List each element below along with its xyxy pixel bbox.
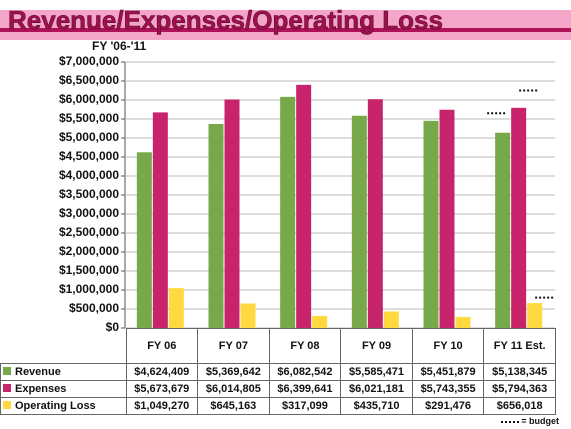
- table-value: $5,369,642: [197, 363, 270, 381]
- y-tick-label: $2,500,000: [59, 225, 119, 239]
- table-value: $435,710: [340, 397, 413, 415]
- y-tick-label: $3,000,000: [59, 206, 119, 220]
- table-row: Operating Loss $1,049,270 $645,163 $317,099…: [0, 397, 556, 415]
- y-tick-label: $1,500,000: [59, 263, 119, 277]
- table-value: $1,049,270: [125, 397, 199, 415]
- y-tick-label: $7,000,000: [59, 54, 119, 68]
- table-value: $6,082,542: [268, 363, 342, 381]
- table-value: $6,014,805: [197, 380, 270, 398]
- table-value: $5,673,679: [125, 380, 199, 398]
- bar: [208, 123, 224, 328]
- y-tick-label: $3,500,000: [59, 187, 119, 201]
- table-header-row: FY 06 FY 07 FY 08 FY 09 FY 10 FY 11 Est.: [0, 328, 556, 364]
- y-tick-label: $6,000,000: [59, 92, 119, 106]
- bar: [351, 115, 367, 328]
- budget-note: = budget: [501, 416, 559, 426]
- bar: [312, 315, 328, 328]
- y-tick-label: $2,000,000: [59, 244, 119, 258]
- y-tick-label: $4,500,000: [59, 149, 119, 163]
- y-tick-label: $4,000,000: [59, 168, 119, 182]
- table-value: $5,451,879: [411, 363, 485, 381]
- x-tick-label: FY 07: [197, 328, 270, 364]
- table-value: $6,021,181: [340, 380, 413, 398]
- budget-label: = budget: [521, 416, 559, 426]
- legend-label: Revenue: [15, 366, 61, 378]
- y-tick-label: $6,500,000: [59, 73, 119, 87]
- legend-label: Operating Loss: [15, 400, 96, 412]
- x-tick-label: FY 09: [340, 328, 413, 364]
- table-value: $4,624,409: [125, 363, 199, 381]
- title-stripe: [0, 28, 571, 32]
- bar: [152, 112, 168, 328]
- bar: [383, 311, 399, 328]
- budget-key: [501, 420, 520, 423]
- y-tick-label: $5,500,000: [59, 111, 119, 125]
- table-value: $645,163: [197, 397, 270, 415]
- bar: [168, 288, 184, 328]
- table-value: $5,743,355: [411, 380, 485, 398]
- table-value: $291,476: [411, 397, 485, 415]
- bar: [367, 99, 383, 328]
- bar: [423, 120, 439, 328]
- data-table: FY 06 FY 07 FY 08 FY 09 FY 10 FY 11 Est. Reven…: [0, 328, 556, 415]
- table-corner: [0, 328, 127, 364]
- bar: [527, 303, 543, 328]
- x-tick-label: FY 11 Est.: [483, 328, 556, 364]
- x-tick-label: FY 10: [411, 328, 485, 364]
- bar: [296, 84, 312, 328]
- table-value: $656,018: [483, 397, 556, 415]
- chart-title: Revenue/Expenses/Operating Loss: [8, 5, 443, 35]
- legend-entry: Expenses: [0, 380, 127, 398]
- legend-swatch: [3, 367, 11, 375]
- legend-entry: Revenue: [0, 363, 127, 381]
- bar: [439, 109, 455, 329]
- table-value: $5,585,471: [340, 363, 413, 381]
- y-tick-label: $1,000,000: [59, 282, 119, 296]
- table-value: $5,138,345: [483, 363, 556, 381]
- bar: [455, 316, 471, 328]
- bar: [280, 96, 296, 328]
- chart-subtitle: FY '06-'11: [92, 39, 147, 53]
- bar: [240, 303, 256, 328]
- x-tick-label: FY 06: [125, 328, 199, 364]
- legend-swatch: [3, 384, 11, 392]
- legend-entry: Operating Loss: [0, 397, 127, 415]
- table-value: $6,399,641: [268, 380, 342, 398]
- y-tick-label: $5,000,000: [59, 130, 119, 144]
- legend-swatch: [3, 401, 11, 409]
- bar: [224, 99, 240, 328]
- bar: [511, 107, 527, 328]
- x-tick-label: FY 08: [268, 328, 342, 364]
- title-band: [0, 10, 571, 40]
- legend-label: Expenses: [15, 383, 67, 395]
- bar: [495, 132, 511, 328]
- table-row: Expenses $5,673,679 $6,014,805 $6,399,641 $6…: [0, 380, 556, 398]
- table-row: Revenue $4,624,409 $5,369,642 $6,082,542 $5,…: [0, 363, 556, 381]
- bar: [136, 152, 152, 328]
- y-tick-label: $500,000: [69, 301, 119, 315]
- table-value: $317,099: [268, 397, 342, 415]
- table-value: $5,794,363: [483, 380, 556, 398]
